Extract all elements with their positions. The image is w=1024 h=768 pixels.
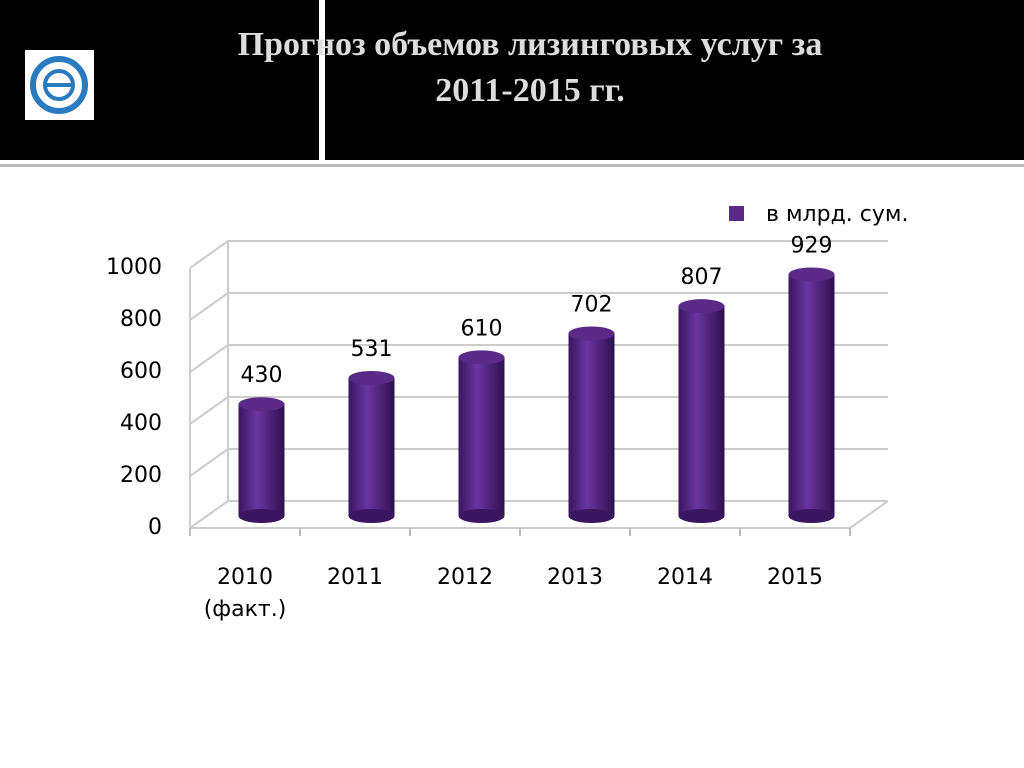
bar [458, 357, 505, 516]
header: Прогноз объемов лизинговых услуг за 2011… [0, 0, 1024, 160]
legend-label: в млрд. сум. [766, 202, 908, 227]
grid-line [189, 292, 888, 321]
grid-line [189, 448, 888, 477]
data-label: 610 [461, 316, 503, 341]
data-label: 531 [351, 337, 393, 362]
bar-base [568, 509, 615, 523]
y-tick-label: 400 [120, 411, 162, 436]
x-tick-label: 2011 [327, 565, 383, 590]
bar-top [238, 397, 285, 412]
grid-line [189, 500, 888, 529]
data-label: 702 [571, 292, 613, 317]
bar [238, 404, 285, 516]
legend-swatch [729, 206, 744, 221]
bar [568, 333, 615, 516]
y-tick-label: 800 [120, 307, 162, 332]
bar [788, 274, 835, 516]
divider [319, 0, 325, 160]
bar-base [458, 509, 505, 523]
grid-line [189, 240, 888, 269]
x-tick-label: 2010 (факт.) [203, 565, 287, 622]
y-tick-label: 1000 [106, 255, 162, 280]
bar-top [788, 267, 835, 282]
data-label: 807 [681, 265, 723, 290]
x-tick-label: 2012 [437, 565, 493, 590]
bar-base [788, 509, 835, 523]
grid-line [189, 396, 888, 425]
bar-top [348, 370, 395, 385]
bar [348, 377, 395, 516]
bar-top [458, 350, 505, 365]
bar-top [568, 326, 615, 341]
grid-line [189, 344, 888, 373]
title: Прогноз объемов лизинговых услуг за 2011… [237, 26, 823, 109]
y-tick-label: 200 [120, 463, 162, 488]
x-tick-label: 2015 [767, 565, 823, 590]
y-tick-label: 0 [148, 515, 162, 540]
bar [678, 306, 725, 516]
bar-top [678, 299, 725, 314]
x-tick-label: 2014 [657, 565, 713, 590]
floor-edge [849, 500, 889, 529]
logo-icon [30, 56, 88, 114]
bar-base [238, 509, 285, 523]
logo [25, 50, 94, 120]
rule [0, 164, 1024, 167]
bar-base [348, 509, 395, 523]
x-tick-label: 2013 [547, 565, 603, 590]
data-label: 929 [791, 233, 833, 258]
y-tick-label: 600 [120, 359, 162, 384]
bar-base [678, 509, 725, 523]
data-label: 430 [241, 363, 283, 388]
